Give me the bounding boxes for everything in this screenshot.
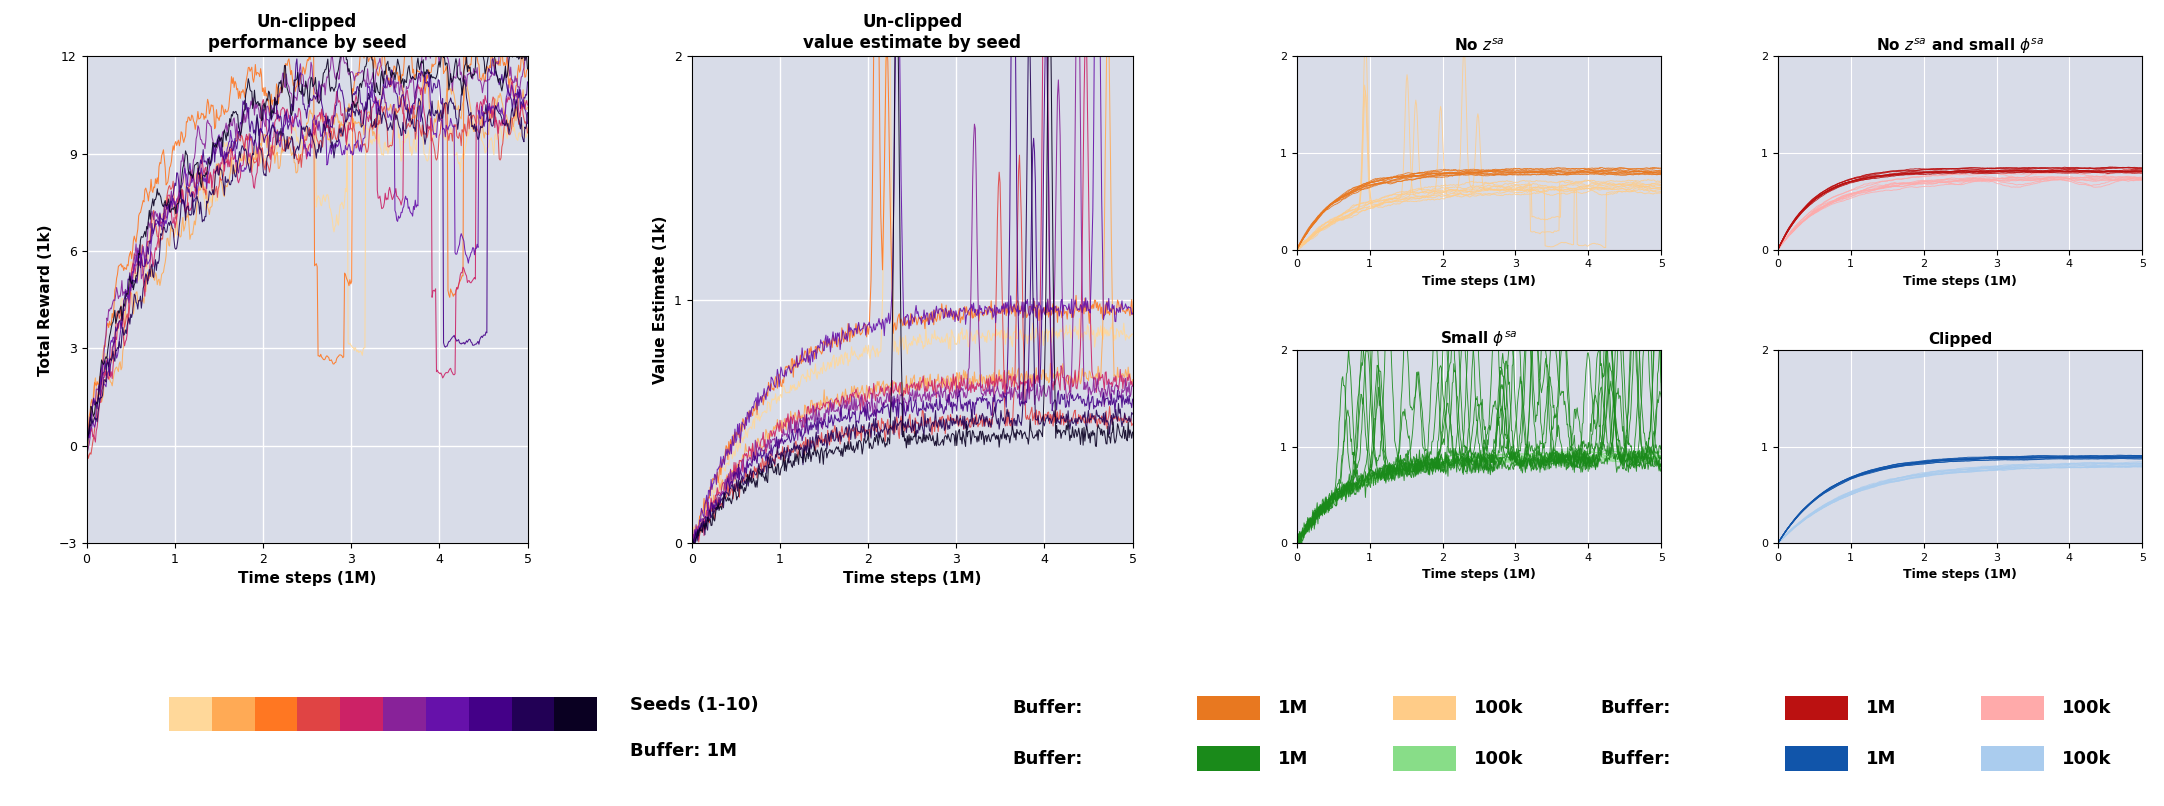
Text: 100k: 100k: [1474, 750, 1523, 767]
Bar: [296, 697, 340, 730]
Text: 100k: 100k: [2062, 750, 2112, 767]
Text: Buffer: 1M: Buffer: 1M: [630, 742, 738, 760]
Text: Buffer:: Buffer:: [1013, 699, 1082, 717]
Bar: [426, 697, 470, 730]
Text: Seeds (1-10): Seeds (1-10): [630, 696, 760, 714]
Text: 1M: 1M: [1277, 750, 1307, 767]
Bar: [470, 697, 511, 730]
Bar: [1197, 696, 1259, 721]
Text: Buffer:: Buffer:: [1601, 750, 1671, 767]
X-axis label: Time steps (1M): Time steps (1M): [844, 571, 980, 587]
Title: No $z^{sa}$ and small $\phi^{sa}$: No $z^{sa}$ and small $\phi^{sa}$: [1876, 36, 2045, 56]
Title: No $z^{sa}$: No $z^{sa}$: [1454, 37, 1504, 54]
Bar: [1980, 696, 2045, 721]
Text: 100k: 100k: [1474, 699, 1523, 717]
Bar: [1197, 746, 1259, 771]
Y-axis label: Value Estimate (1k): Value Estimate (1k): [654, 216, 669, 384]
Title: Un-clipped
performance by seed: Un-clipped performance by seed: [208, 13, 407, 52]
Y-axis label: Total Reward (1k): Total Reward (1k): [39, 224, 52, 376]
Bar: [1785, 696, 1848, 721]
Bar: [1394, 696, 1456, 721]
Bar: [1980, 746, 2045, 771]
Text: 1M: 1M: [1277, 699, 1307, 717]
Text: Buffer:: Buffer:: [1601, 699, 1671, 717]
Bar: [511, 697, 554, 730]
X-axis label: Time steps (1M): Time steps (1M): [1422, 568, 1536, 581]
Text: 1M: 1M: [1865, 750, 1896, 767]
Bar: [1394, 746, 1456, 771]
Bar: [383, 697, 426, 730]
Bar: [340, 697, 383, 730]
Bar: [255, 697, 296, 730]
X-axis label: Time steps (1M): Time steps (1M): [1422, 275, 1536, 288]
Title: Small $\phi^{sa}$: Small $\phi^{sa}$: [1441, 330, 1517, 350]
Bar: [169, 697, 212, 730]
Bar: [1785, 746, 1848, 771]
X-axis label: Time steps (1M): Time steps (1M): [1902, 568, 2017, 581]
X-axis label: Time steps (1M): Time steps (1M): [1902, 275, 2017, 288]
Title: Un-clipped
value estimate by seed: Un-clipped value estimate by seed: [803, 13, 1021, 52]
Text: 100k: 100k: [2062, 699, 2112, 717]
Bar: [554, 697, 597, 730]
Bar: [212, 697, 255, 730]
Text: 1M: 1M: [1865, 699, 1896, 717]
X-axis label: Time steps (1M): Time steps (1M): [238, 571, 377, 587]
Text: Buffer:: Buffer:: [1013, 750, 1082, 767]
Title: Clipped: Clipped: [1928, 333, 1993, 347]
